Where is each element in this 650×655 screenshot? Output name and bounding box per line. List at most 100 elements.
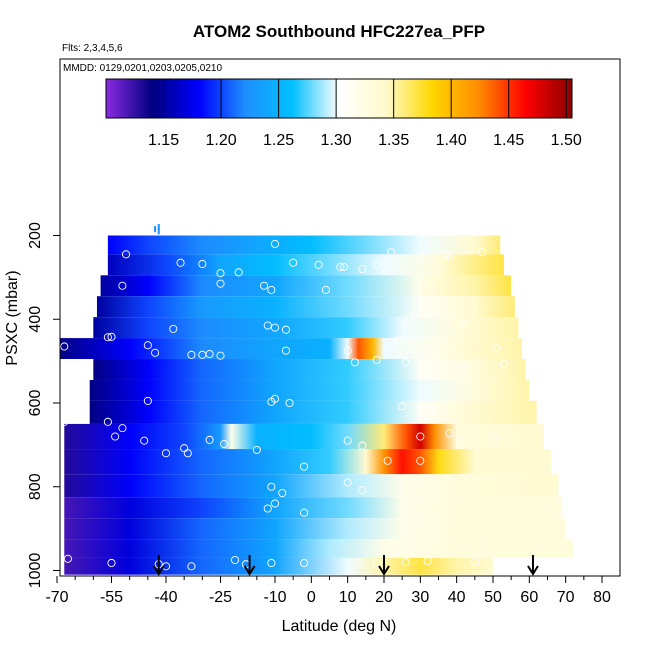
- sample-marker: [398, 402, 407, 411]
- sample-marker: [154, 226, 157, 233]
- sample-marker: [281, 346, 290, 355]
- sample-marker: [459, 364, 468, 373]
- y-tick-label: 400: [27, 306, 44, 333]
- sample-marker: [176, 258, 185, 267]
- heatmap-band: [107, 254, 504, 276]
- heatmap-band: [60, 338, 523, 360]
- sample-marker: [488, 432, 498, 441]
- sample-marker: [478, 248, 487, 257]
- sample-marker: [354, 558, 363, 567]
- x-tick-label: -55: [100, 589, 123, 606]
- sample-marker: [405, 313, 414, 322]
- sample-marker: [416, 456, 425, 465]
- heatmap-band: [93, 359, 526, 380]
- y-tick-label: 200: [27, 222, 44, 249]
- sample-marker: [358, 264, 367, 274]
- x-tick-label: 10: [339, 589, 357, 606]
- sample-marker: [157, 228, 160, 235]
- sample-marker: [107, 558, 116, 568]
- heatmap-band: [64, 557, 494, 575]
- sample-marker: [151, 348, 160, 357]
- heatmap-layer: [60, 235, 573, 575]
- sample-marker: [118, 424, 127, 433]
- latitude-arrows: [152, 555, 539, 576]
- sample-marker: [270, 239, 280, 248]
- heatmap-band: [89, 379, 530, 401]
- latitude-arrow: [378, 555, 390, 576]
- sample-marker: [401, 558, 410, 567]
- latitude-arrow: [527, 555, 539, 576]
- sample-marker: [281, 325, 290, 334]
- x-tick-label: -25: [209, 589, 232, 606]
- x-tick-label: 50: [484, 589, 502, 606]
- heatmap-band: [89, 400, 537, 424]
- heatmap-band: [96, 296, 515, 318]
- x-tick-label: 20: [375, 589, 393, 606]
- latitude-arrow: [243, 555, 256, 576]
- sample-marker: [358, 441, 367, 450]
- sample-marker: [267, 482, 276, 491]
- sample-marker: [387, 248, 396, 257]
- chart-title: ATOM2 Southbound HFC227ea_PFP: [193, 22, 485, 41]
- sample-marker: [336, 262, 345, 271]
- sample-marker: [205, 349, 214, 359]
- sample-marker: [270, 394, 280, 403]
- sample-marker: [143, 396, 152, 405]
- sample-marker: [252, 445, 261, 454]
- y-tick-label: 1000: [27, 553, 44, 589]
- sample-marker: [459, 320, 468, 329]
- heatmap-band: [64, 423, 544, 450]
- sample-marker: [423, 557, 432, 566]
- sample-marker: [143, 341, 152, 350]
- sample-marker: [263, 504, 272, 513]
- sample-marker: [270, 499, 280, 508]
- x-tick-label: 0: [307, 589, 316, 606]
- colorbar: 1.15 1.20 1.25 1.30 1.35 1.40 1.45 1.50: [105, 78, 582, 149]
- sample-marker: [343, 346, 352, 355]
- sample-marker: [60, 417, 69, 426]
- sample-marker: [358, 486, 367, 495]
- colorbar-tick-label: 1.30: [321, 132, 352, 149]
- sample-marker: [187, 350, 196, 359]
- sample-marker: [289, 258, 298, 267]
- sample-marker: [111, 432, 120, 441]
- sample-marker: [103, 417, 112, 426]
- sample-marker: [314, 260, 323, 269]
- sample-marker: [456, 436, 465, 445]
- heatmap-band: [107, 235, 501, 255]
- sample-marker: [300, 462, 309, 471]
- sample-marker: [427, 405, 436, 414]
- x-tick-label: 60: [520, 589, 538, 606]
- sample-marker: [321, 285, 330, 294]
- sample-marker: [343, 436, 352, 445]
- dates-subtitle: MMDD: 0129,0201,0203,0205,0210: [63, 63, 222, 74]
- sample-marker: [285, 398, 294, 408]
- sample-marker: [121, 250, 131, 259]
- sample-marker: [205, 435, 214, 444]
- sample-marker: [60, 342, 69, 351]
- heatmap-band: [64, 449, 552, 475]
- x-axis: -70 -55 -40 -25 -10 0 10 20 30 40 50 60 70 80: [45, 576, 611, 606]
- sample-marker: [103, 333, 112, 342]
- colorbar-tick-label: 1.40: [436, 132, 467, 149]
- colorbar-tick-label: 1.25: [263, 132, 294, 149]
- sample-marker: [372, 558, 381, 568]
- sample-marker: [216, 279, 225, 288]
- sample-marker: [445, 429, 454, 438]
- sample-marker: [267, 558, 276, 568]
- sample-marker: [416, 252, 425, 261]
- y-tick-label: 600: [27, 390, 44, 417]
- sample-marker: [267, 285, 276, 294]
- sample-marker: [350, 358, 359, 367]
- heatmap-band: [64, 474, 559, 498]
- heatmap-band: [64, 497, 563, 519]
- sample-marker: [383, 456, 392, 465]
- y-tick-label: 800: [27, 473, 44, 500]
- flights-subtitle: Flts: 2,3,4,5,6: [62, 43, 123, 54]
- sample-marker: [492, 344, 501, 353]
- sample-marker: [372, 260, 381, 269]
- sample-marker: [372, 355, 381, 364]
- sample-marker: [300, 508, 309, 517]
